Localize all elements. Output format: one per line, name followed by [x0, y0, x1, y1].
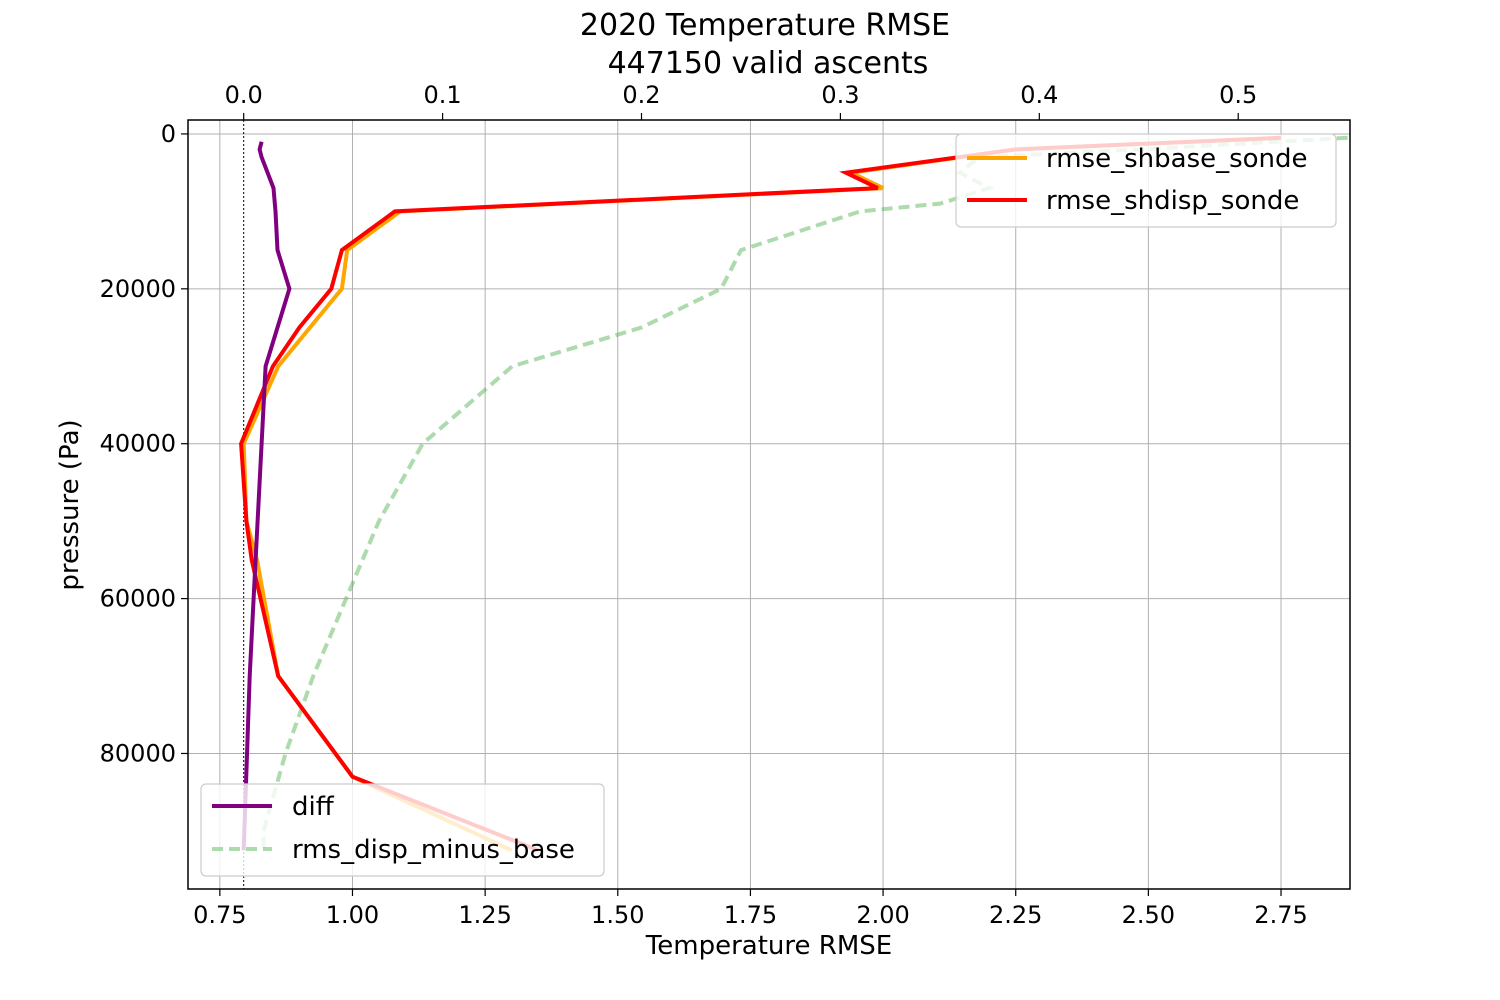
legend-upper: rmse_shbase_sonde rmse_shdisp_sonde — [955, 133, 1337, 228]
x-tick-label-top: 0.1 — [424, 81, 462, 109]
x-tick-label-bottom: 1.00 — [326, 901, 379, 929]
y-tick-label: 80000 — [100, 739, 176, 767]
x-tick-label-top: 0.0 — [225, 81, 263, 109]
legend-label-diff: diff — [292, 792, 335, 822]
x-tick-label-bottom: 1.75 — [724, 901, 777, 929]
legend-label-rmse-shbase-sonde: rmse_shbase_sonde — [1046, 144, 1308, 174]
x-tick-label-top: 0.4 — [1020, 81, 1058, 109]
x-tick-label-bottom: 2.50 — [1122, 901, 1175, 929]
x-tick-label-bottom: 2.25 — [989, 901, 1042, 929]
y-tick-label: 20000 — [100, 275, 176, 303]
x-tick-label-top: 0.2 — [622, 81, 660, 109]
x-tick-label-bottom: 2.75 — [1254, 901, 1307, 929]
legend-upper-box — [955, 133, 1337, 228]
chart-title-line2: 447150 valid ascents — [608, 46, 929, 81]
series-line-diff — [241, 141, 292, 851]
x-tick-label-bottom: 1.50 — [591, 901, 644, 929]
axis-ticks: 0.75 1.00 1.25 1.50 1.75 2.00 2.25 2.50 2.75 0.0 0… — [100, 81, 1308, 929]
series-lines — [239, 135, 1348, 853]
x-tick-label-top: 0.3 — [821, 81, 859, 109]
y-tick-label: 0 — [161, 120, 176, 148]
y-tick-label: 60000 — [100, 585, 176, 613]
legend-lower: diff rms_disp_minus_base — [200, 783, 605, 877]
x-tick-label-bottom: 0.75 — [193, 901, 246, 929]
legend-label-rmse-shdisp-sonde: rmse_shdisp_sonde — [1046, 186, 1299, 216]
chart-title-line1: 2020 Temperature RMSE — [580, 8, 950, 43]
series-line-rmse-shdisp-sonde — [239, 135, 1282, 853]
y-tick-label: 40000 — [100, 430, 176, 458]
x-tick-label-bottom: 2.00 — [856, 901, 909, 929]
x-tick-label-top: 0.5 — [1219, 81, 1257, 109]
x-axis-label: Temperature RMSE — [645, 931, 892, 961]
legend-lower-box — [200, 783, 605, 877]
x-tick-label-bottom: 1.25 — [458, 901, 511, 929]
plot-frame — [187, 119, 1351, 890]
legend-label-rms-disp-minus-base: rms_disp_minus_base — [292, 835, 575, 865]
y-axis-label: pressure (Pa) — [55, 419, 85, 590]
